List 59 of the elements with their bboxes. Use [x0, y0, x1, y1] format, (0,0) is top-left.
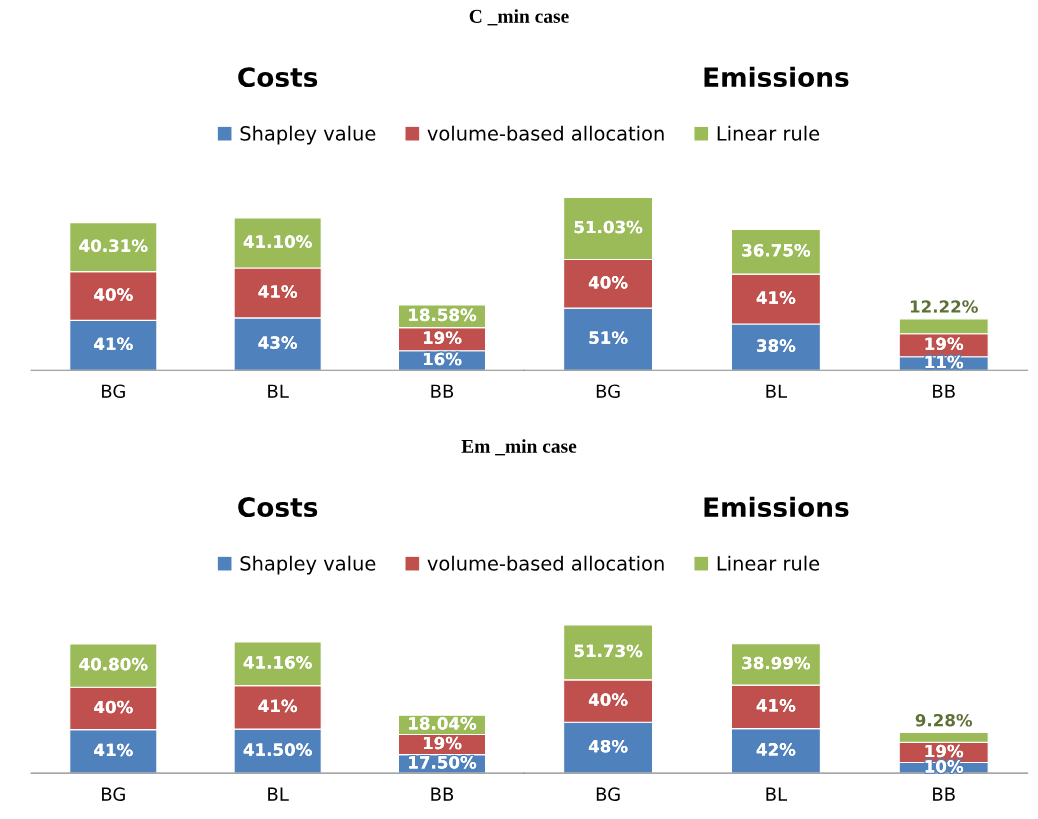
data-label: 36.75% [742, 243, 811, 257]
data-label: 19% [925, 744, 964, 758]
data-label: 19% [423, 331, 462, 345]
data-label: 41% [258, 285, 298, 298]
data-label: 17.50% [409, 756, 477, 769]
chart-title: Emissions [704, 496, 849, 518]
data-label: 19% [423, 736, 462, 750]
data-label: 41.16% [243, 656, 312, 669]
x-tick-label: BL [766, 384, 788, 398]
legend-label: Shapley value [240, 555, 376, 575]
x-tick-label: BG [596, 384, 620, 399]
data-label: 38.99% [742, 656, 811, 670]
data-label: 51.03% [574, 220, 643, 234]
data-label: 40% [94, 288, 133, 301]
data-label: 9.28% [915, 713, 973, 727]
data-label: 16% [423, 352, 462, 366]
data-label: 41% [94, 743, 133, 757]
x-tick-label: BB [933, 787, 955, 801]
legend-label: Linear rule [717, 555, 820, 571]
data-label: 41.10% [243, 235, 312, 248]
x-tick-label: BB [933, 384, 955, 398]
data-label: 18.04% [409, 717, 477, 730]
data-label: 41% [756, 699, 796, 712]
data-label: 41% [756, 291, 796, 304]
x-tick-label: BL [766, 787, 788, 801]
data-label: 40.31% [79, 239, 148, 252]
data-label: 43% [258, 336, 298, 349]
data-label: 40% [94, 700, 133, 714]
legend-label: Shapley value [240, 125, 376, 145]
data-label: 38% [757, 339, 796, 352]
chart-title: Emissions [704, 66, 849, 88]
data-label: 48% [588, 739, 628, 753]
text: Em _min case [461, 439, 577, 456]
chart-title: Costs [238, 497, 318, 518]
data-label: 12.22% [910, 300, 978, 313]
data-label: 51% [589, 331, 628, 345]
x-tick-label: BB [431, 384, 454, 398]
data-label: 18.58% [409, 308, 477, 322]
data-label: 41% [94, 337, 133, 351]
data-label: 40% [588, 276, 628, 289]
data-label: 40% [588, 693, 628, 706]
data-label: 41% [258, 699, 298, 713]
data-label: 41.50% [243, 743, 312, 756]
x-tick-label: BG [102, 787, 125, 801]
x-tick-label: BL [268, 384, 289, 398]
data-label: 40.80% [79, 657, 148, 671]
x-tick-label: BG [596, 787, 620, 801]
data-label: 42% [756, 743, 796, 756]
legend-label: volume-based allocation [427, 555, 664, 571]
legend-label: Linear rule [717, 125, 820, 141]
x-tick-label: BB [431, 787, 454, 801]
x-tick-label: BG [102, 384, 125, 399]
chart-title: Costs [238, 67, 318, 88]
data-label: 51.73% [574, 644, 643, 658]
legend-label: volume-based allocation [427, 125, 664, 141]
data-label: 11% [925, 355, 964, 369]
x-tick-label: BL [268, 787, 289, 801]
data-label: 19% [925, 337, 964, 351]
text: C _min case [469, 9, 569, 26]
